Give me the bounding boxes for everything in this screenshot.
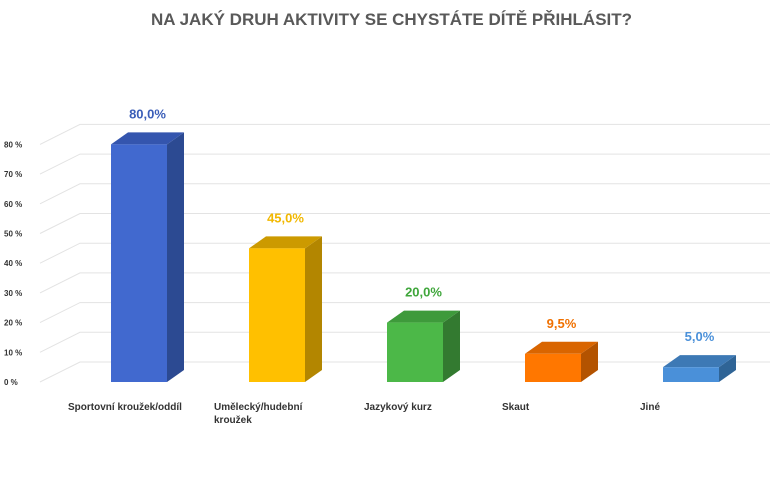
bars <box>111 132 736 382</box>
y-tick-label: 60 % <box>4 200 22 209</box>
bar-front <box>387 322 443 382</box>
gridline <box>39 302 770 324</box>
y-tick-label: 70 % <box>4 170 22 179</box>
bar <box>111 132 184 382</box>
category-label: kroužek <box>214 415 252 426</box>
bar <box>249 236 322 382</box>
bar-side <box>581 341 598 382</box>
category-label: Jazykový kurz <box>364 402 432 413</box>
gridline <box>39 213 770 234</box>
category-labels: Sportovní kroužek/oddíl Umělecký/hudební k… <box>68 402 660 426</box>
y-axis-ticks: 0 % 10 % 20 % 30 % 40 % 50 % 60 % 70 % 80 % <box>4 140 22 387</box>
y-tick-label: 30 % <box>4 289 22 298</box>
bar-side <box>305 236 322 382</box>
gridline <box>39 123 770 145</box>
bar-top <box>387 310 460 323</box>
bar <box>525 341 598 382</box>
y-tick-label: 20 % <box>4 319 22 328</box>
y-tick-label: 10 % <box>4 348 22 357</box>
chart-title: NA JAKÝ DRUH AKTIVITY SE CHYSTÁTE DÍTĚ P… <box>150 10 633 29</box>
category-label: Sportovní kroužek/oddíl <box>68 402 182 413</box>
bar <box>663 355 736 382</box>
category-label: Umělecký/hudební <box>214 402 304 413</box>
grid-lines <box>39 123 770 383</box>
y-tick-label: 0 % <box>4 378 18 387</box>
data-label: 80,0% <box>129 106 166 121</box>
gridline <box>39 272 770 294</box>
bar-top <box>111 132 184 145</box>
gridline <box>39 183 770 205</box>
bar-side <box>719 355 736 382</box>
bar <box>387 310 460 382</box>
gridline <box>39 153 770 175</box>
bar-top <box>249 236 322 249</box>
data-label: 45,0% <box>267 210 304 225</box>
gridline <box>39 242 770 264</box>
data-label: 20,0% <box>405 285 442 300</box>
category-label: Skaut <box>502 402 530 413</box>
bar-top <box>663 355 736 368</box>
y-tick-label: 80 % <box>4 140 22 149</box>
bar-front <box>525 353 581 382</box>
bar-top <box>525 341 598 354</box>
y-tick-label: 40 % <box>4 259 22 268</box>
bar-front <box>663 367 719 382</box>
bar-front <box>249 248 305 382</box>
category-label: Jiné <box>640 402 660 413</box>
bar-front <box>111 144 167 382</box>
y-tick-label: 50 % <box>4 230 22 239</box>
data-label: 9,5% <box>547 316 577 331</box>
data-label: 5,0% <box>685 329 715 344</box>
bar-side <box>167 132 184 382</box>
gridline <box>39 331 770 353</box>
data-labels: 80,0% 45,0% 20,0% 9,5% 5,0% <box>129 106 715 344</box>
bar-side <box>443 310 460 382</box>
